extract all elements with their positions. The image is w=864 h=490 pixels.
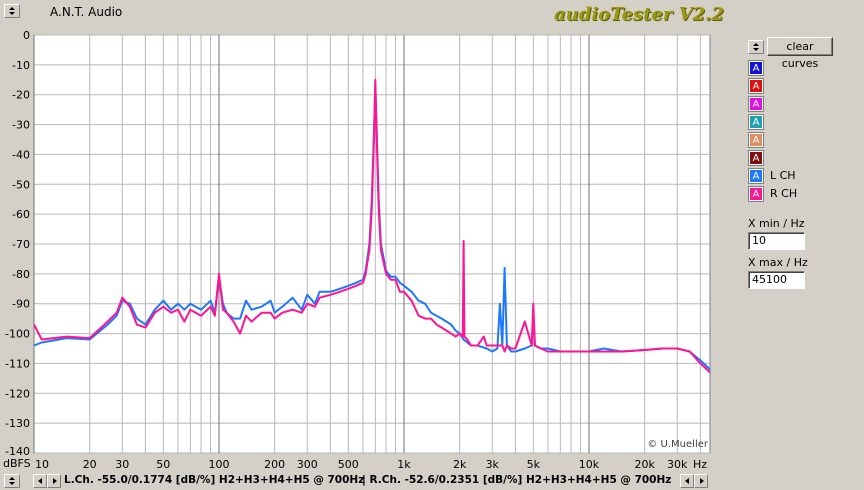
curve-chip-label: L CH (770, 169, 796, 182)
y-tick-label: -130 (5, 417, 30, 430)
x-tick-label: 1k (397, 458, 411, 471)
y-tick-label: -20 (12, 89, 30, 102)
scroll-right-button-2[interactable] (694, 474, 708, 488)
scroll-left-button-2[interactable] (680, 474, 694, 488)
x-tick-label: 30 (115, 458, 129, 471)
scroll-right-button[interactable] (47, 474, 61, 488)
status-spin-control[interactable] (4, 474, 20, 488)
x-tick-label: 50 (156, 458, 170, 471)
x-tick-labels: 10 20 30 50 100 200 300 500 1k 2k 3k 5k 10k 20k 30k (35, 458, 688, 471)
scroll-left-button[interactable] (33, 474, 47, 488)
x-tick-label: 5k (527, 458, 541, 471)
y-tick-label: 0 (23, 29, 30, 42)
x-tick-label: 100 (208, 458, 229, 471)
series-line-r-ch (33, 78, 711, 374)
y-tick-label: -90 (12, 298, 30, 311)
y-tick-label: -100 (5, 328, 30, 341)
y-tick-label: -140 (5, 445, 30, 458)
brand-title: audioTester V2.2 (554, 4, 724, 25)
y-tick-label: -60 (12, 208, 30, 221)
app-name: A.N.T. Audio (50, 5, 123, 19)
right-spin-control[interactable] (748, 40, 764, 54)
x-axis-label: Hz (693, 458, 707, 471)
x-tick-label: 2k (453, 458, 467, 471)
credit-text: © U.Mueller (647, 439, 709, 450)
curve-chip[interactable]: A (748, 60, 764, 76)
curve-chip[interactable]: A (748, 78, 764, 94)
xmin-label: X min / Hz (748, 217, 805, 230)
curve-chip[interactable]: A (748, 186, 764, 202)
curve-chip[interactable]: A (748, 168, 764, 184)
status-right-channel: | R.Ch. -52.6/0.2351 [dB/%] H2+H3+H4+H5 … (362, 474, 672, 486)
x-tick-label: 30k (667, 458, 688, 471)
curve-chip[interactable]: A (748, 132, 764, 148)
curve-chip[interactable]: A (748, 96, 764, 112)
y-tick-label: -70 (12, 238, 30, 251)
top-spin-control[interactable] (4, 4, 20, 18)
xmax-label: X max / Hz (748, 256, 808, 269)
y-tick-label: -80 (12, 268, 30, 281)
y-tick-label: -50 (12, 178, 30, 191)
y-tick-label: -10 (12, 59, 30, 72)
y-tick-label: -30 (12, 119, 30, 132)
x-tick-label: 10 (35, 458, 49, 471)
status-left-channel: L.Ch. -55.0/0.1774 [dB/%] H2+H3+H4+H5 @ … (64, 474, 365, 486)
x-tick-label: 20 (83, 458, 97, 471)
curve-chip[interactable]: A (748, 150, 764, 166)
chart-grid (33, 34, 710, 454)
y-tick-label: -40 (12, 148, 30, 161)
y-axis-label: dBFS (3, 457, 31, 470)
status-bar: L.Ch. -55.0/0.1774 [dB/%] H2+H3+H4+H5 @ … (0, 472, 864, 490)
xmax-input[interactable]: 45100 (748, 271, 805, 289)
curve-chip-label: R CH (770, 187, 798, 200)
clear-curves-button[interactable]: clear curves (767, 37, 833, 70)
chart-curves (33, 78, 711, 374)
x-tick-label: 3k (486, 458, 500, 471)
x-tick-label: 200 (264, 458, 285, 471)
x-tick-label: 20k (634, 458, 655, 471)
x-tick-label: 10k (579, 458, 600, 471)
y-tick-label: -110 (5, 357, 30, 370)
y-tick-label: -120 (5, 387, 30, 400)
x-tick-label: 300 (297, 458, 318, 471)
xmin-input[interactable]: 10 (748, 232, 805, 250)
x-tick-label: 500 (338, 458, 359, 471)
y-tick-labels: 0 -10 -20 -30 -40 -50 -60 -70 -80 -90 -100 -110 -120… (5, 29, 30, 458)
curve-chip[interactable]: A (748, 114, 764, 130)
